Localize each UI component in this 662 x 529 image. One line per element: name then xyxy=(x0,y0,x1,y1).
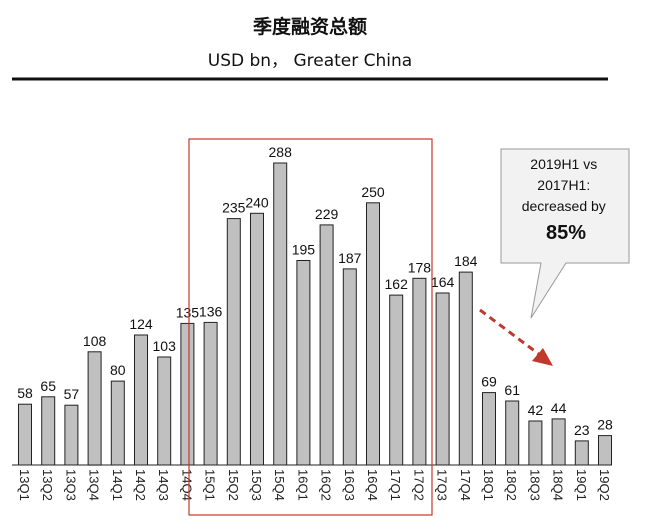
bar-15Q1 xyxy=(203,321,218,466)
bar-19Q2 xyxy=(598,435,612,466)
value-label-17Q4: 184 xyxy=(454,253,478,269)
bar-16Q3 xyxy=(342,268,357,466)
value-label-15Q1: 136 xyxy=(199,303,223,319)
x-tick-16Q1: 16Q1 xyxy=(295,469,310,501)
value-label-17Q2: 178 xyxy=(408,259,432,275)
bar-18Q1 xyxy=(482,392,496,466)
bar-13Q2 xyxy=(41,396,56,466)
x-tick-17Q3: 17Q3 xyxy=(435,469,450,501)
value-label-18Q1: 69 xyxy=(481,374,497,390)
bar-17Q2 xyxy=(412,277,427,466)
x-tick-14Q3: 14Q3 xyxy=(156,469,171,501)
x-tick-16Q4: 16Q4 xyxy=(365,469,380,501)
value-label-15Q3: 240 xyxy=(245,194,269,210)
bar-13Q3 xyxy=(64,404,79,466)
bar-14Q2 xyxy=(134,334,148,466)
x-tick-13Q4: 13Q4 xyxy=(87,469,102,501)
arrow-shaft xyxy=(479,308,541,357)
value-label-14Q4: 135 xyxy=(176,304,200,320)
bar-18Q2 xyxy=(505,400,520,466)
x-tick-15Q4: 15Q4 xyxy=(272,469,287,501)
bar-16Q4 xyxy=(366,202,380,466)
bar-15Q3 xyxy=(250,212,264,466)
x-tick-19Q2: 19Q2 xyxy=(597,469,612,501)
bar-13Q1 xyxy=(18,403,32,466)
value-label-19Q1: 23 xyxy=(574,422,590,438)
value-label-17Q1: 162 xyxy=(385,276,409,292)
x-tick-14Q4: 14Q4 xyxy=(179,469,194,501)
value-label-16Q3: 187 xyxy=(338,250,362,266)
value-label-19Q2: 28 xyxy=(597,417,613,433)
x-tick-13Q3: 13Q3 xyxy=(63,469,78,501)
value-label-16Q4: 250 xyxy=(361,184,385,200)
bar-17Q3 xyxy=(435,292,450,466)
highlight-box xyxy=(188,138,433,516)
value-label-16Q1: 195 xyxy=(292,242,316,258)
value-label-15Q4: 288 xyxy=(269,144,293,160)
bar-16Q1 xyxy=(296,260,311,466)
value-label-17Q3: 164 xyxy=(431,274,455,290)
chart-title: 季度融资总额 xyxy=(252,16,367,38)
trend-arrow xyxy=(479,308,553,366)
x-tick-18Q4: 18Q4 xyxy=(551,469,566,501)
callout: 2019H1 vs 2017H1: decreased by 85% xyxy=(500,148,630,319)
callout-value: 85% xyxy=(546,222,586,244)
bar-14Q4 xyxy=(180,322,195,466)
x-tick-17Q2: 17Q2 xyxy=(411,469,426,501)
chart-subtitle: USD bn， Greater China xyxy=(207,51,413,71)
bar-19Q1 xyxy=(574,440,589,466)
value-label-14Q1: 80 xyxy=(110,362,126,378)
callout-line-3: decreased by xyxy=(522,198,606,214)
x-tick-18Q2: 18Q2 xyxy=(504,469,519,501)
value-label-18Q2: 61 xyxy=(504,382,520,398)
x-tick-15Q3: 15Q3 xyxy=(249,469,264,501)
value-label-13Q3: 57 xyxy=(64,386,80,402)
x-tick-14Q2: 14Q2 xyxy=(133,469,148,501)
bar-18Q4 xyxy=(551,418,566,466)
bar-15Q4 xyxy=(273,162,288,466)
x-tick-18Q3: 18Q3 xyxy=(527,469,542,501)
x-tick-16Q3: 16Q3 xyxy=(342,469,357,501)
x-tick-18Q1: 18Q1 xyxy=(481,469,496,501)
x-tick-15Q2: 15Q2 xyxy=(226,469,241,501)
bar-13Q4 xyxy=(87,351,102,466)
bar-17Q1 xyxy=(389,294,404,466)
value-label-18Q3: 42 xyxy=(528,402,544,418)
value-label-13Q1: 58 xyxy=(17,385,33,401)
callout-line-1: 2019H1 vs xyxy=(530,156,597,172)
value-label-13Q2: 65 xyxy=(40,378,56,394)
bar-16Q2 xyxy=(319,224,334,466)
value-label-14Q3: 103 xyxy=(153,338,177,354)
x-tick-19Q1: 19Q1 xyxy=(574,469,589,501)
value-label-16Q2: 229 xyxy=(315,206,339,222)
value-label-13Q4: 108 xyxy=(83,333,107,349)
callout-text: 2019H1 vs 2017H1: decreased by 85% xyxy=(522,156,611,244)
bar-14Q1 xyxy=(110,380,125,466)
arrow-head xyxy=(532,348,553,366)
x-tick-labels-group: 13Q1 13Q2 13Q3 13Q4 14Q1 14Q2 14Q3 14Q4 15Q1 15Q2… xyxy=(17,469,612,501)
value-label-15Q2: 235 xyxy=(222,200,246,216)
bars-group xyxy=(18,162,612,466)
value-label-18Q4: 44 xyxy=(551,400,567,416)
callout-bubble xyxy=(500,148,630,319)
x-tick-16Q2: 16Q2 xyxy=(319,469,334,501)
bar-14Q3 xyxy=(157,356,172,466)
x-tick-13Q2: 13Q2 xyxy=(40,469,55,501)
x-tick-17Q1: 17Q1 xyxy=(388,469,403,501)
x-tick-15Q1: 15Q1 xyxy=(203,469,218,501)
bar-18Q3 xyxy=(528,420,543,466)
bar-15Q2 xyxy=(226,218,241,466)
x-tick-17Q4: 17Q4 xyxy=(458,469,473,501)
x-tick-14Q1: 14Q1 xyxy=(110,469,125,501)
bar-17Q4 xyxy=(458,271,473,466)
callout-line-2: 2017H1: xyxy=(537,177,590,193)
value-label-14Q2: 124 xyxy=(129,316,153,332)
x-tick-13Q1: 13Q1 xyxy=(17,469,32,501)
